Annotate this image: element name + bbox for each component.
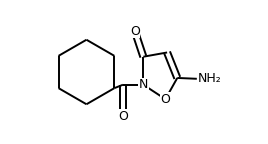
Text: O: O	[161, 93, 170, 106]
Text: O: O	[118, 110, 128, 123]
Text: N: N	[139, 78, 148, 91]
Text: NH₂: NH₂	[198, 72, 221, 85]
Text: O: O	[130, 25, 140, 38]
